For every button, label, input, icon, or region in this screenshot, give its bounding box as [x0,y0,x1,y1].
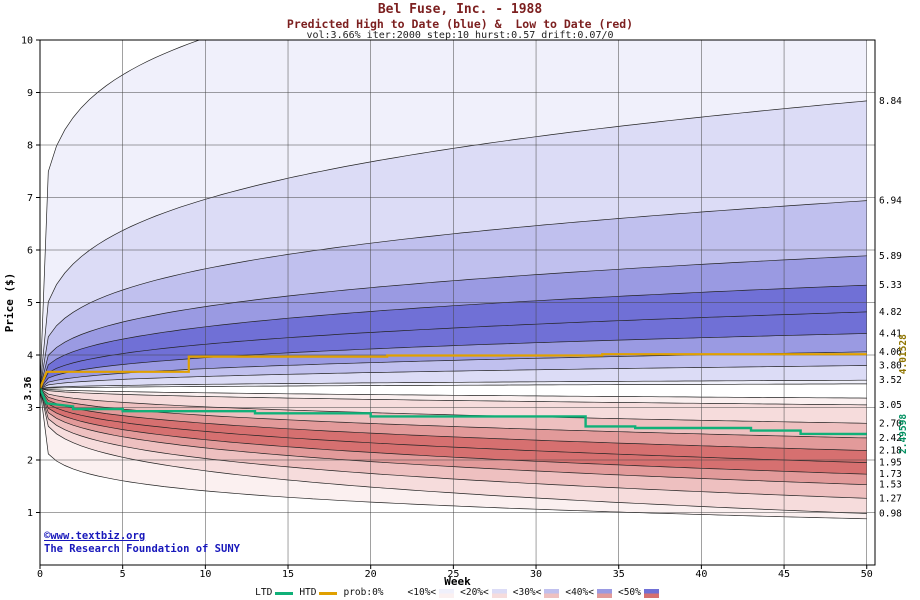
legend: LTD HTD prob:0% <10%< <20%< <30%< <40%< <50% [0,588,920,598]
quantile-label: 4.06 [879,347,902,358]
quantile-label: 4.82 [879,307,902,318]
legend-item-prob-1: <10%< [408,588,455,598]
prob-swatch-5 [643,588,659,598]
legend-item-ltd: LTD [255,587,294,598]
quantile-label: 2.18 [879,446,902,457]
y-tick-label: 5 [27,298,33,309]
legend-item-prob-4: <40%< [565,588,612,598]
legend-item-prob-0-label: prob:0% [343,587,384,598]
quantile-label: 5.89 [879,251,902,262]
x-tick-label: 15 [282,569,294,580]
x-axis-title: Week [444,575,471,588]
legend-item-ltd-label: LTD [255,587,273,598]
chart-parameters: vol:3.66% iter:2000 step:10 hurst:0.57 d… [306,30,614,41]
quantile-label: 2.70 [879,418,902,429]
x-tick-label: 30 [530,569,542,580]
x-tick-label: 35 [613,569,625,580]
x-tick-label: 5 [120,569,126,580]
legend-item-prob-5-label: <50% [617,587,641,598]
quantile-label: 5.33 [879,280,902,291]
y-tick-label: 9 [27,88,33,99]
x-tick-label: 0 [37,569,43,580]
right-price-labels: 8.84 6.94 5.89 5.33 4.82 4.41 4.06 3.80 3.52 3.05… [879,96,902,520]
quantile-label: 1.27 [879,493,902,504]
prob-swatch-2 [491,588,507,598]
grid [40,40,875,565]
start-price-label: 3.36 [23,377,34,401]
legend-item-prob-0: prob:0% [343,587,402,598]
quantile-label: 6.94 [879,196,902,207]
y-axis-title: Price ($) [3,273,16,333]
legend-item-htd: HTD [299,587,338,598]
legend-item-prob-3: <30%< [513,588,560,598]
prob-swatch-3 [544,588,560,598]
quantile-label: 1.53 [879,480,902,491]
quantile-label: 4.41 [879,328,902,339]
legend-item-prob-2-label: <20%< [460,587,489,598]
quantile-label: 2.42 [879,433,902,444]
prob-swatch-4 [596,588,612,598]
y-tick-label: 4 [27,351,33,362]
quantile-label: 1.73 [879,469,902,480]
x-tick-label: 50 [861,569,873,580]
quantile-label: 0.98 [879,509,902,520]
y-tick-label: 3 [27,403,33,414]
prob-swatch-1 [439,588,455,598]
htd-end-value-label: 4.01528 [898,334,909,374]
legend-item-htd-label: HTD [299,587,317,598]
ltd-line [40,388,867,436]
chart-subtitle: Predicted High to Date (blue) & Low to D… [286,17,634,31]
ltd-swatch [275,591,294,595]
quantile-label: 1.95 [879,458,902,469]
htd-swatch [319,591,338,595]
legend-item-prob-2: <20%< [460,588,507,598]
legend-item-prob-4-label: <40%< [565,587,594,598]
quantile-label: 3.52 [879,375,902,386]
legend-item-prob-5: <50% [618,588,659,598]
copyright-org: The Research Foundation of SUNY [44,543,240,555]
x-tick-label: 45 [778,569,790,580]
copyright: ©www.textbiz.org The Research Foundation… [44,530,240,556]
prob-swatch-0 [386,588,402,598]
legend-item-prob-3-label: <30%< [512,587,542,598]
y-tick-label: 2 [27,456,33,467]
quantile-label: 3.80 [879,361,902,372]
y-tick-label: 8 [27,141,33,152]
htd-line [40,353,867,390]
x-tick-label: 10 [199,569,211,580]
quantile-label: 3.05 [879,400,902,411]
y-tick-label: 7 [27,193,33,204]
x-tick-label: 20 [365,569,377,580]
y-tick-label: 10 [21,36,33,47]
y-tick-label: 1 [27,508,33,519]
chart-title: Bel Fuse, Inc. - 1988 [377,2,543,17]
y-tick-label: 6 [27,246,33,257]
quantile-label: 8.84 [879,96,902,107]
ltd-end-value-label: 2.49598 [898,414,909,454]
legend-item-prob-1-label: <10%< [407,587,437,598]
x-tick-label: 25 [447,569,459,580]
x-tick-label: 40 [695,569,707,580]
copyright-link[interactable]: ©www.textbiz.org [44,530,146,542]
